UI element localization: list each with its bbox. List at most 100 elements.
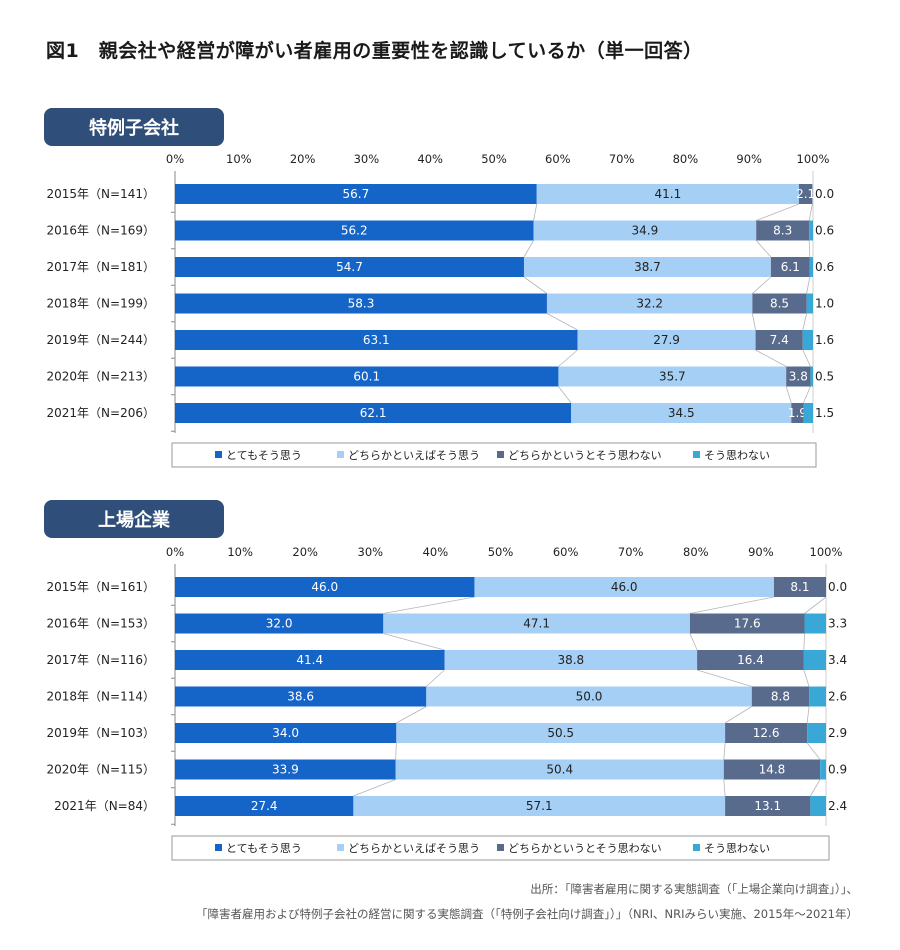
data-label: 46.0 — [611, 580, 638, 594]
bar-segment — [536, 184, 799, 204]
category-label: 2017年（N=116） — [47, 653, 155, 667]
bar-segment — [395, 759, 724, 780]
legend-swatch — [337, 451, 344, 458]
bar-segment — [175, 293, 547, 314]
data-label: 12.6 — [753, 726, 780, 740]
data-label: 63.1 — [363, 333, 390, 347]
legend-swatch — [215, 451, 222, 458]
x-tick-label: 20% — [292, 545, 318, 559]
data-label: 16.4 — [737, 653, 764, 667]
data-label: 0.6 — [815, 260, 834, 274]
data-label: 6.1 — [781, 260, 800, 274]
bar-segment — [523, 257, 771, 277]
data-label: 33.9 — [272, 763, 299, 777]
stacked-bar-chart-listed: 0% 10% 20% 30% 40% 50% 60% 70% 80% 90% 100% 2015年（N… — [47, 545, 847, 861]
series-connector-line — [751, 313, 756, 331]
x-tick-label: 50% — [481, 152, 507, 166]
data-label: 8.5 — [770, 297, 789, 311]
data-label: 0.9 — [828, 763, 847, 777]
bar-segment — [773, 577, 826, 597]
category-label: 2015年（N=141） — [47, 187, 155, 201]
data-label: 0.5 — [815, 370, 834, 384]
page-title: 図1 親会社や経営が障がい者雇用の重要性を認識しているか（単一回答） — [46, 40, 703, 62]
data-label: 2.4 — [828, 799, 847, 813]
series-connector-line — [723, 779, 726, 797]
bar-segment — [755, 330, 803, 350]
series-connector-line — [810, 779, 821, 797]
data-label: 54.7 — [336, 260, 363, 274]
data-label: 38.7 — [634, 260, 661, 274]
legend-swatch — [497, 451, 504, 458]
source-note-line-2: 「障害者雇用および特例子会社の経営に関する実態調査（「特例子会社向け調査」）」（… — [196, 907, 858, 921]
bar-segment — [383, 613, 690, 634]
legend-swatch — [693, 451, 700, 458]
category-label: 2020年（N=115） — [47, 763, 155, 777]
data-label: 41.4 — [296, 653, 323, 667]
bar-segment — [820, 759, 826, 780]
data-label: 8.3 — [773, 224, 792, 238]
bar-segment — [175, 613, 384, 634]
category-label: 2015年（N=161） — [47, 580, 155, 594]
data-label: 32.2 — [636, 297, 663, 311]
data-label: 46.0 — [311, 580, 338, 594]
category-label: 2016年（N=153） — [47, 617, 155, 631]
bar-segment — [803, 650, 826, 670]
bar-segment — [756, 220, 810, 241]
bar-segment — [770, 257, 810, 277]
bar-segment — [689, 613, 805, 634]
data-label: 34.0 — [272, 726, 299, 740]
bar-segment — [806, 293, 813, 314]
legend-label: そう思わない — [704, 842, 770, 855]
series-connector-line — [724, 706, 752, 724]
bar-segment — [175, 686, 427, 707]
x-tick-label: 100% — [810, 545, 843, 559]
bar-segment — [175, 257, 524, 277]
data-label: 17.6 — [734, 617, 761, 631]
data-label: 35.7 — [659, 370, 686, 384]
x-tick-label: 60% — [553, 545, 579, 559]
x-tick-label: 50% — [488, 545, 514, 559]
series-connector-line — [383, 596, 475, 614]
data-label: 34.9 — [632, 224, 659, 238]
data-label: 3.4 — [828, 653, 847, 667]
series-connector-line — [558, 386, 572, 404]
data-label: 50.4 — [546, 763, 573, 777]
series-connector-line — [802, 313, 808, 331]
data-label: 62.1 — [360, 406, 387, 420]
bar-segment — [353, 796, 726, 816]
series-connector-line — [723, 742, 726, 760]
bar-segment — [558, 366, 787, 387]
series-connector-line — [803, 386, 811, 404]
data-label: 2.1 — [796, 187, 815, 201]
x-tick-label: 80% — [683, 545, 709, 559]
category-label: 2020年（N=213） — [47, 370, 155, 384]
category-label: 2018年（N=114） — [47, 690, 155, 704]
bar-segment — [810, 796, 826, 816]
series-connector-line — [806, 742, 821, 760]
bar-segment — [804, 613, 826, 634]
series-connector-line — [533, 203, 538, 221]
legend-label: どちらかといえばそう思う — [348, 449, 480, 462]
bar-segment — [809, 686, 826, 707]
data-label: 3.8 — [789, 370, 808, 384]
bar-segment — [809, 257, 813, 277]
data-label: 3.3 — [828, 617, 847, 631]
x-tick-label: 40% — [423, 545, 449, 559]
x-tick-label: 30% — [358, 545, 384, 559]
x-tick-label: 40% — [417, 152, 443, 166]
series-connector-line — [785, 386, 792, 404]
stacked-bar-chart-subsidiary: 0% 10% 20% 30% 40% 50% 60% 70% 80% 90% 100% 2015年（N… — [47, 152, 834, 468]
data-label: 8.8 — [771, 690, 790, 704]
data-label: 13.1 — [754, 799, 781, 813]
bar-segment — [809, 220, 813, 241]
category-label: 2016年（N=169） — [47, 224, 155, 238]
legend-label: どちらかというとそう思わない — [508, 449, 662, 462]
category-label: 2018年（N=199） — [47, 297, 155, 311]
data-label: 0.0 — [828, 580, 847, 594]
bar-segment — [802, 330, 813, 350]
data-label: 0.6 — [815, 224, 834, 238]
bar-segment — [546, 293, 753, 314]
data-label: 32.0 — [266, 617, 293, 631]
data-label: 56.2 — [341, 224, 368, 238]
data-label: 1.9 — [788, 406, 807, 420]
